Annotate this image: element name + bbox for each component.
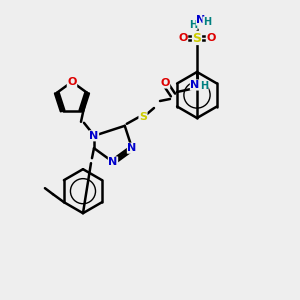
Text: N: N [89,131,99,141]
Text: H: H [203,17,211,27]
Text: H: H [189,20,197,30]
Text: N: N [196,15,206,25]
Text: S: S [193,32,202,44]
Text: S: S [139,112,147,122]
Text: N: N [190,80,200,90]
Text: O: O [178,33,188,43]
Text: O: O [206,33,216,43]
Text: O: O [67,77,77,87]
Text: N: N [108,157,118,167]
Text: H: H [200,81,208,91]
Text: O: O [160,78,170,88]
Text: N: N [128,143,136,153]
